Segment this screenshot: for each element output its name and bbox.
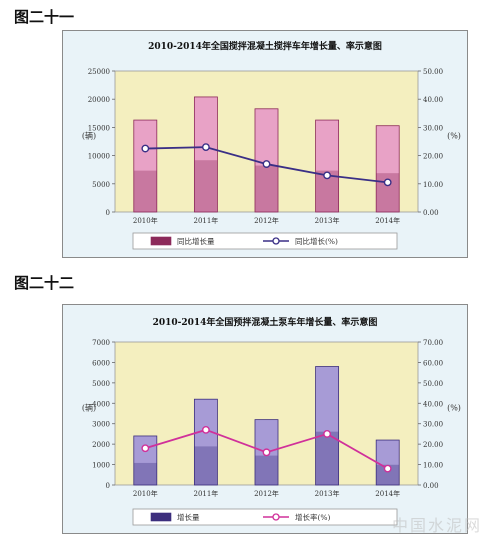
left-tick-label: 1000 — [92, 462, 110, 470]
bar-shade-4 — [315, 170, 339, 212]
left-tick-label: 20000 — [88, 96, 110, 104]
right-tick-label: 30.00 — [423, 421, 443, 429]
left-tick-label: 2000 — [92, 441, 110, 449]
line-point-1 — [141, 444, 150, 453]
right-tick-label: 70.00 — [423, 339, 443, 347]
right-tick-label: 0.00 — [423, 209, 439, 217]
left-tick-label: 4000 — [92, 400, 110, 408]
legend-line-label: 增长率(%) — [295, 512, 331, 522]
left-tick-label: 3000 — [92, 421, 110, 429]
left-tick-label: 6000 — [92, 359, 110, 367]
left-tick-label: 5000 — [92, 380, 110, 388]
bar-4 — [315, 119, 340, 213]
left-tick-label: 10000 — [88, 153, 110, 161]
bar-1 — [133, 435, 158, 486]
x-tick-label: 2014年 — [375, 216, 400, 225]
right-tick-label: 60.00 — [423, 359, 443, 367]
right-axis-label: (%) — [447, 132, 461, 141]
right-tick-label: 40.00 — [423, 96, 443, 104]
left-axis-label: (辆) — [82, 403, 96, 413]
legend-bar-swatch — [150, 512, 172, 522]
line-point-4 — [323, 430, 331, 438]
line-point-2 — [201, 425, 210, 434]
x-tick-label: 2011年 — [193, 216, 218, 225]
line-point-1 — [141, 144, 150, 153]
x-tick-label: 2010年 — [133, 489, 158, 498]
line-point-3 — [262, 160, 271, 168]
bar-2 — [193, 96, 218, 213]
bar-2 — [193, 398, 218, 486]
bar-shade-5 — [376, 173, 400, 212]
left-tick-label: 0 — [106, 482, 110, 490]
right-axis-label: (%) — [447, 404, 461, 413]
line-point-4 — [323, 171, 331, 180]
left-tick-label: 25000 — [88, 68, 110, 76]
right-tick-label: 40.00 — [423, 400, 443, 408]
legend-line-marker — [272, 513, 280, 521]
chart-2-svg: 2010-2014年全国预拌混凝土泵车年增长量、率示意图 0 1000 2000 300… — [82, 316, 461, 526]
right-tick-label: 0.00 — [423, 482, 439, 490]
legend-line-marker — [272, 237, 280, 245]
left-tick-label: 7000 — [92, 339, 110, 347]
legend-bar-swatch — [150, 236, 172, 246]
watermark-text: 中国水泥网 — [391, 516, 482, 535]
line-point-2 — [201, 143, 210, 152]
legend-line-label: 同比增长(%) — [295, 236, 338, 246]
x-tick-label: 2010年 — [133, 216, 158, 225]
bar-shade-4 — [315, 431, 339, 485]
bar-shade-2 — [194, 160, 218, 212]
x-tick-label: 2013年 — [315, 216, 340, 225]
legend-bar-label: 同比增长量 — [177, 236, 215, 246]
left-tick-label: 5000 — [92, 181, 110, 189]
right-tick-label: 50.00 — [423, 380, 443, 388]
line-point-5 — [383, 178, 392, 187]
x-tick-label: 2013年 — [315, 489, 340, 498]
figure-label-1: 图二十一 — [14, 8, 75, 26]
bar-1 — [133, 119, 158, 213]
bar-shade-2 — [194, 446, 218, 485]
right-tick-label: 30.00 — [423, 124, 443, 132]
x-tick-label: 2014年 — [375, 489, 400, 498]
chart-panel-2: 2010-2014年全国预拌混凝土泵车年增长量、率示意图 0 1000 2000 300… — [62, 304, 468, 534]
bar-shade-1 — [133, 170, 157, 212]
line-point-5 — [383, 464, 392, 473]
bar-5 — [375, 125, 400, 213]
chart-1-svg: 2010-2014年全国搅拌混凝土搅拌车年增长量、率示意图 0 5000 10000 1… — [82, 40, 461, 250]
right-tick-label: 10.00 — [423, 181, 443, 189]
right-tick-label: 50.00 — [423, 68, 443, 76]
right-tick-label: 10.00 — [423, 462, 443, 470]
x-tick-label: 2012年 — [254, 216, 279, 225]
line-point-3 — [262, 448, 271, 457]
bar-shade-5 — [376, 464, 400, 485]
x-tick-label: 2012年 — [254, 489, 279, 498]
legend-bar-label: 增长量 — [177, 512, 200, 522]
x-tick-label: 2011年 — [193, 489, 218, 498]
bar-shade-1 — [133, 462, 157, 485]
chart-title: 2010-2014年全国预拌混凝土泵车年增长量、率示意图 — [153, 316, 378, 328]
chart-panel-1: 2010-2014年全国搅拌混凝土搅拌车年增长量、率示意图 0 5000 10000 1… — [62, 30, 468, 258]
left-tick-label: 15000 — [88, 124, 110, 132]
left-tick-label: 0 — [106, 209, 110, 217]
right-tick-label: 20.00 — [423, 153, 443, 161]
bar-shade-3 — [254, 165, 279, 212]
figure-label-2: 图二十二 — [14, 274, 75, 292]
chart-title: 2010-2014年全国搅拌混凝土搅拌车年增长量、率示意图 — [148, 40, 382, 52]
bar-4 — [315, 366, 340, 486]
left-axis-label: (辆) — [82, 131, 96, 141]
bar-shade-3 — [254, 455, 279, 485]
right-tick-label: 20.00 — [423, 441, 443, 449]
